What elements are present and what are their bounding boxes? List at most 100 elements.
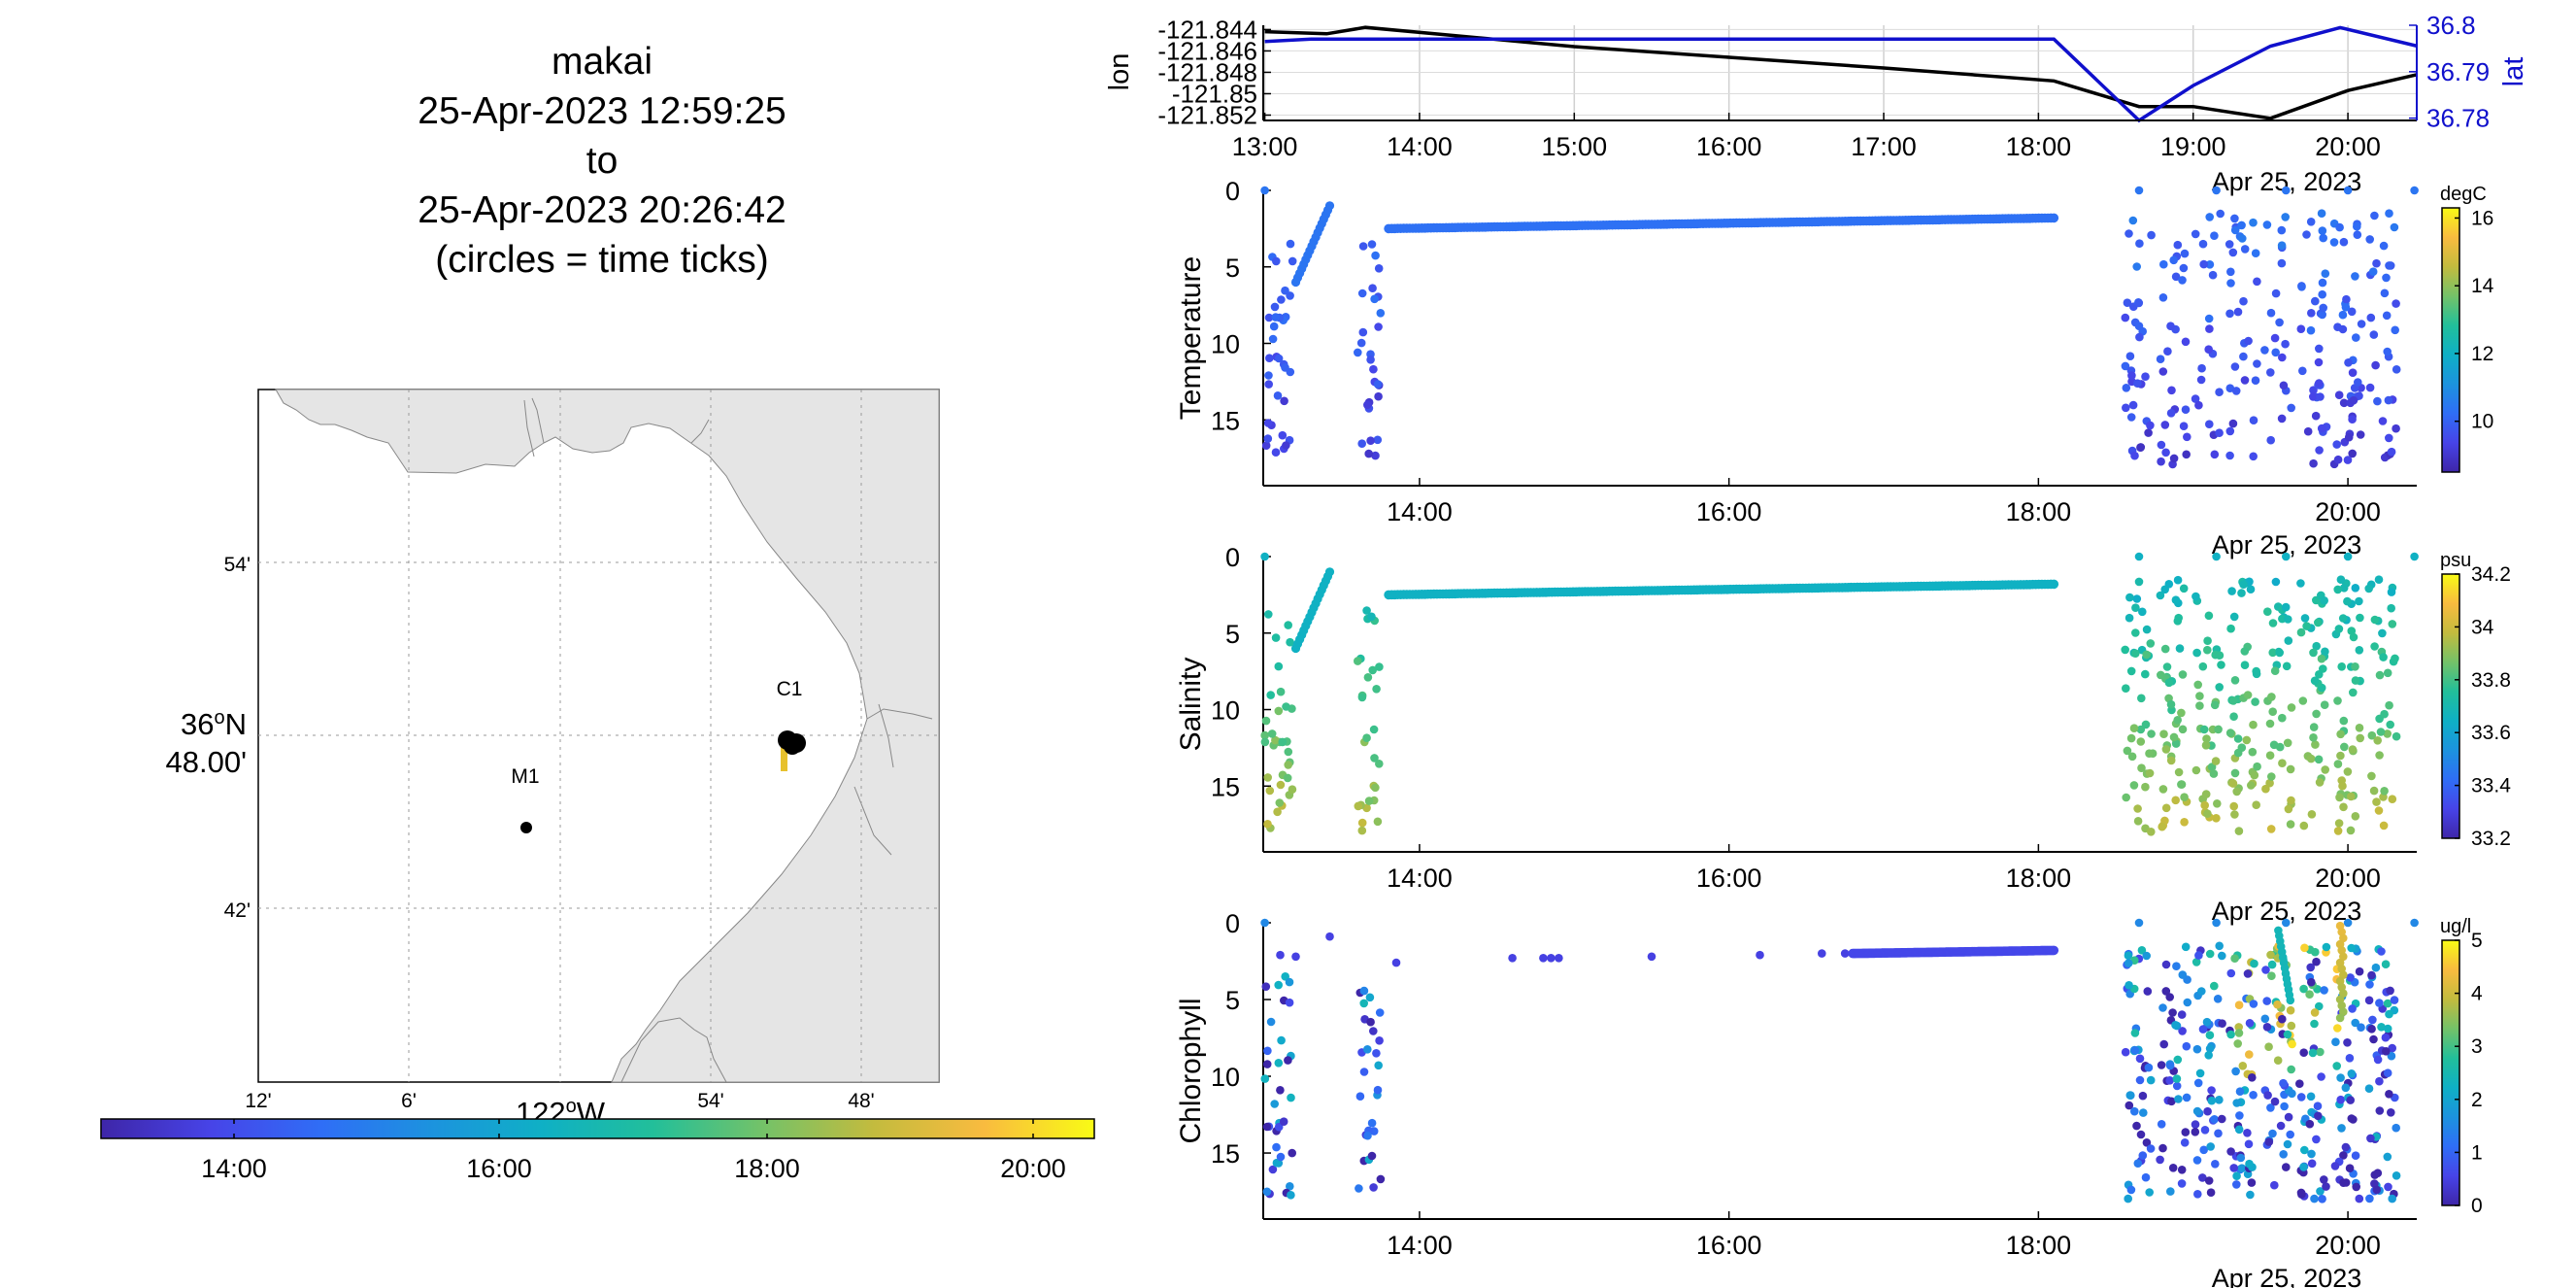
chlorophyll-point: [2312, 957, 2321, 966]
temperature-point: [2141, 372, 2150, 382]
position-grid: [1263, 25, 2417, 120]
chlorophyll-point: [2218, 1114, 2226, 1124]
position-lat-tick-label: 36.8: [2426, 11, 2476, 40]
chlorophyll-point: [2231, 1067, 2240, 1076]
salinity-point: [2386, 720, 2394, 729]
temperature-point: [2225, 309, 2234, 319]
salinity-point: [2320, 596, 2328, 605]
salinity-point: [2321, 647, 2329, 657]
salinity-point: [2122, 793, 2130, 802]
salinity-point: [2171, 595, 2181, 604]
chlorophyll-point: [2307, 1159, 2317, 1169]
chlorophyll-point: [2346, 973, 2355, 982]
salinity-colorbar-tick-label: 34: [2471, 616, 2494, 638]
chlorophyll-point: [2392, 1123, 2400, 1133]
salinity-point: [2209, 769, 2219, 778]
salinity-y-tick-label: 5: [1225, 620, 1240, 649]
temperature-point: [1271, 448, 1281, 458]
chlorophyll-point: [2168, 1164, 2178, 1172]
salinity-point: [2284, 804, 2293, 814]
chlorophyll-point: [2226, 1147, 2235, 1156]
salinity-point: [2321, 765, 2329, 774]
salinity-point: [2123, 746, 2132, 756]
salinity-point: [2265, 719, 2275, 729]
salinity-point: [2203, 636, 2212, 645]
chlorophyll-point: [2177, 1166, 2187, 1174]
salinity-point: [2173, 716, 2182, 725]
temperature-point: [2230, 362, 2240, 371]
chlorophyll-point: [2316, 1047, 2325, 1057]
temperature-point: [2204, 314, 2214, 323]
chlorophyll-point: [2145, 1188, 2154, 1197]
salinity-point: [2378, 628, 2387, 638]
temperature-point: [2271, 348, 2280, 357]
chlorophyll-point: [2177, 1010, 2187, 1019]
temperature-point: [2266, 368, 2275, 377]
temperature-point: [2378, 417, 2388, 425]
temperature-colorbar-tick-label: 16: [2471, 207, 2493, 229]
chlorophyll-point: [2387, 1051, 2396, 1061]
chlorophyll-point: [2134, 918, 2144, 928]
salinity-point: [2178, 670, 2188, 679]
position-x-tick-label: 14:00: [1387, 132, 1453, 161]
temperature-point: [2212, 186, 2221, 195]
salinity-point: [1371, 783, 1380, 793]
chlorophyll-point: [2158, 1143, 2167, 1153]
salinity-point: [1375, 760, 1384, 768]
salinity-point: [2192, 648, 2201, 658]
salinity-point: [2265, 751, 2275, 760]
chlorophyll-point: [2234, 1023, 2243, 1032]
salinity-point: [2282, 552, 2291, 561]
title-to: to: [585, 140, 619, 182]
salinity-point: [2380, 709, 2389, 719]
salinity-point: [2200, 800, 2209, 810]
station-marker-m1: [520, 822, 532, 833]
position-x-tick-label: 18:00: [2006, 132, 2072, 161]
chlorophyll-point: [2286, 996, 2295, 1005]
temperature-point: [2342, 294, 2351, 304]
salinity-points: [1260, 552, 2419, 836]
chlorophyll-point: [2357, 1023, 2365, 1032]
position-lon-ticks: -121.844-121.846-121.848-121.85-121.852: [1157, 15, 1271, 129]
temperature-point: [2169, 255, 2178, 265]
temperature-point: [2133, 379, 2142, 389]
salinity-point: [2310, 676, 2320, 686]
salinity-point: [2174, 767, 2184, 777]
temperature-colorbar-tick-label: 10: [2471, 411, 2493, 433]
salinity-point: [2191, 765, 2201, 775]
temperature-point: [2387, 447, 2396, 457]
chlorophyll-point: [2158, 1003, 2167, 1012]
salinity-point: [2338, 614, 2348, 623]
chlorophyll-point: [2199, 1145, 2208, 1155]
temperature-point: [1278, 430, 1288, 440]
chlorophyll-point: [2305, 1119, 2315, 1129]
temperature-point: [2179, 422, 2189, 431]
chlorophyll-x-tick-label: 18:00: [2006, 1231, 2072, 1260]
salinity-point: [2333, 827, 2343, 835]
chlorophyll-point: [2262, 1023, 2272, 1032]
chlorophyll-point: [2204, 1051, 2213, 1060]
chlorophyll-point: [2295, 1079, 2304, 1088]
chlorophyll-point: [2320, 986, 2328, 995]
chlorophyll-point: [2337, 1124, 2346, 1133]
temperature-point: [1280, 396, 1288, 406]
salinity-point: [2315, 670, 2324, 679]
chlorophyll-point: [2279, 1078, 2288, 1088]
temperature-point: [1286, 291, 1294, 300]
chlorophyll-point: [2210, 981, 2219, 991]
temperature-point: [2307, 309, 2316, 318]
salinity-point: [2142, 625, 2152, 634]
chlorophyll-point: [1373, 1085, 1383, 1095]
salinity-point: [2137, 763, 2146, 772]
temperature-point: [1374, 264, 1384, 273]
chlorophyll-point: [2210, 1115, 2219, 1124]
chlorophyll-point: [2310, 1019, 2319, 1029]
salinity-point: [1288, 785, 1297, 794]
salinity-point: [2217, 661, 2225, 669]
chlorophyll-point: [2317, 1072, 2325, 1081]
chlorophyll-point: [1547, 954, 1556, 963]
chlorophyll-point: [2310, 1194, 2319, 1203]
temperature-point: [2160, 421, 2170, 429]
temperature-point: [2122, 403, 2130, 413]
salinity-point: [1276, 687, 1286, 696]
